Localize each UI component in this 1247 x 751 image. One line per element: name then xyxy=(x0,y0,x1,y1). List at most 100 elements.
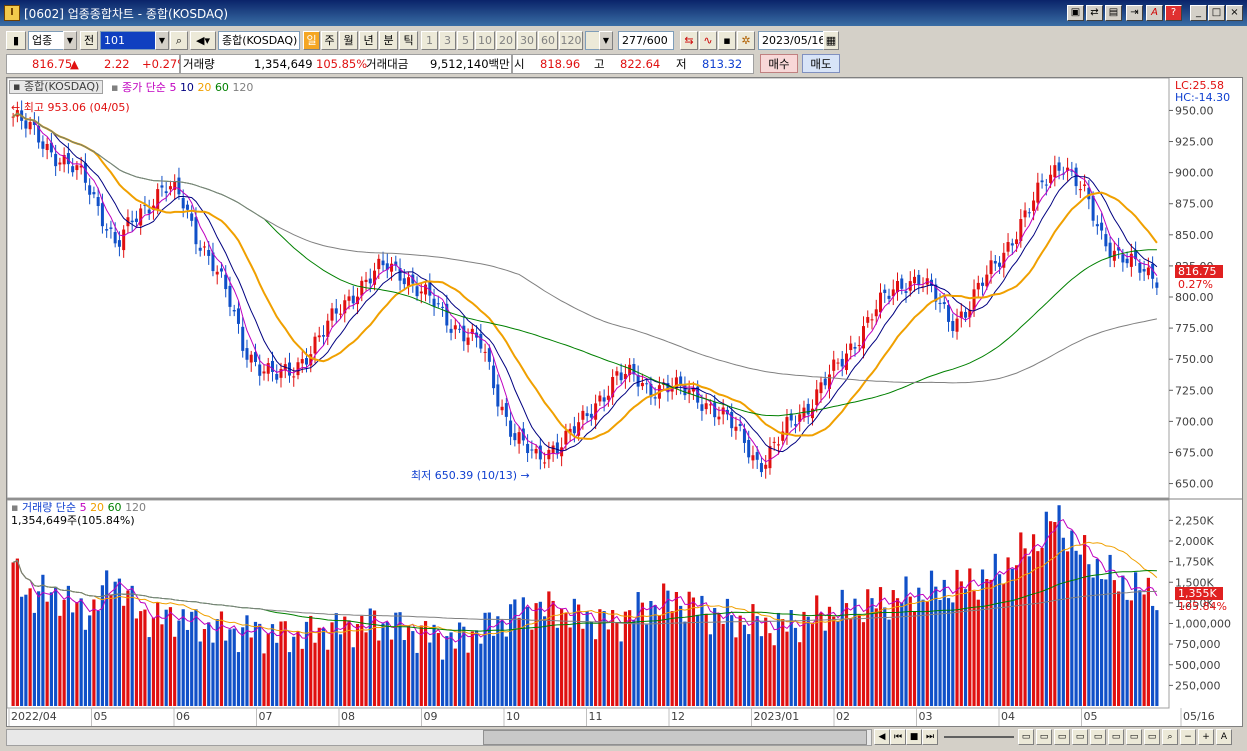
view4-icon[interactable]: ▭ xyxy=(1072,729,1088,745)
period-year[interactable]: 년 xyxy=(359,31,378,50)
speaker-icon[interactable]: ◀▾ xyxy=(190,31,216,50)
period-tick[interactable]: 틱 xyxy=(399,31,418,50)
view1-icon[interactable]: ▭ xyxy=(1018,729,1034,745)
link-icon[interactable]: ▣ xyxy=(1067,5,1084,21)
index-name-field: 종합(KOSDAQ) xyxy=(218,31,300,50)
category-select[interactable]: 업종 xyxy=(28,31,66,50)
price-legend-name[interactable]: ▪ 종합(KOSDAQ) xyxy=(9,80,104,94)
maximize-button[interactable]: □ xyxy=(1208,5,1225,21)
help-icon[interactable]: ? xyxy=(1165,5,1182,21)
candle-body xyxy=(309,354,313,366)
interval-5[interactable]: 5 xyxy=(457,31,474,50)
volume-bar xyxy=(402,640,406,706)
interval-20[interactable]: 20 xyxy=(496,31,516,50)
candle-body xyxy=(734,426,738,431)
market-button[interactable]: 전 xyxy=(80,31,98,50)
volume-bar xyxy=(449,632,453,706)
candle-body xyxy=(517,432,521,444)
layout-icon[interactable]: ▤ xyxy=(1105,5,1122,21)
volume-bar xyxy=(45,601,49,706)
volume-bar xyxy=(730,615,734,706)
sync-icon[interactable]: ⇄ xyxy=(1086,5,1103,21)
volume-bar xyxy=(1023,548,1027,706)
volume-bar xyxy=(938,599,942,706)
stop-button[interactable]: ■ xyxy=(906,729,922,745)
interval-3[interactable]: 3 xyxy=(439,31,456,50)
volume-bar xyxy=(857,614,861,706)
date-input[interactable]: 2023/05/16 xyxy=(758,31,824,50)
volume-bar xyxy=(870,598,874,706)
code-dropdown-icon[interactable]: ▼ xyxy=(155,31,169,50)
candle-body xyxy=(721,407,725,415)
period-week[interactable]: 주 xyxy=(321,31,338,50)
auto-scale-button[interactable]: A xyxy=(1216,729,1232,745)
scroll-thumb[interactable] xyxy=(483,730,867,745)
volume-bar xyxy=(181,609,185,706)
count-input[interactable]: 277/600 xyxy=(618,31,674,50)
view5-icon[interactable]: ▭ xyxy=(1090,729,1106,745)
interval-30[interactable]: 30 xyxy=(517,31,537,50)
pin-icon[interactable]: ⇥ xyxy=(1126,5,1143,21)
code-input[interactable]: 101 xyxy=(100,31,158,50)
volume-bar xyxy=(1112,580,1116,706)
candle-body xyxy=(959,311,963,319)
indicator-icon[interactable]: ∿ xyxy=(699,31,717,50)
calendar-icon[interactable]: ▦ xyxy=(823,31,839,50)
volume-bar xyxy=(674,592,679,706)
candle-body xyxy=(492,365,496,389)
sell-button[interactable]: 매도 xyxy=(802,54,840,73)
y-tick-label: 700.00 xyxy=(1175,415,1214,428)
close-button[interactable]: × xyxy=(1226,5,1243,21)
volume-bar xyxy=(747,634,751,706)
chart-canvas[interactable]: 950.00925.00900.00875.00850.00825.00800.… xyxy=(7,78,1242,726)
view8-icon[interactable]: ▭ xyxy=(1144,729,1160,745)
settings-icon[interactable]: ✲ xyxy=(737,31,755,50)
view2-icon[interactable]: ▭ xyxy=(1036,729,1052,745)
interval-dropdown-icon[interactable]: ▼ xyxy=(599,31,613,50)
volume-bar xyxy=(534,603,538,706)
chart-type-icon[interactable]: ▮ xyxy=(6,31,26,50)
volume-bar xyxy=(211,642,215,706)
price-ma-legend[interactable]: ▪ 종가 단순 5 10 20 60 120 xyxy=(111,81,253,94)
interval-60[interactable]: 60 xyxy=(538,31,558,50)
first-page-button[interactable]: ⏮ xyxy=(890,729,906,745)
period-minute[interactable]: 분 xyxy=(379,31,398,50)
zoom-in-button[interactable]: + xyxy=(1198,729,1214,745)
candle-body xyxy=(1100,222,1104,231)
view3-icon[interactable]: ▭ xyxy=(1054,729,1070,745)
minimize-button[interactable]: _ xyxy=(1190,5,1207,21)
zoom-out-button[interactable]: − xyxy=(1180,729,1196,745)
view7-icon[interactable]: ▭ xyxy=(1126,729,1142,745)
candle-body xyxy=(1066,167,1070,171)
view6-icon[interactable]: ▭ xyxy=(1108,729,1124,745)
candle-body xyxy=(913,276,917,284)
volume-ma-legend[interactable]: ▪ 거래량 단순 5 20 60 120 xyxy=(11,501,146,514)
period-day[interactable]: 일 xyxy=(303,31,320,50)
save-icon[interactable]: ▪ xyxy=(718,31,736,50)
interval-120[interactable]: 120 xyxy=(559,31,583,50)
font-icon[interactable]: A xyxy=(1146,5,1163,21)
interval-1[interactable]: 1 xyxy=(421,31,438,50)
chart-area[interactable]: 950.00925.00900.00875.00850.00825.00800.… xyxy=(6,77,1243,727)
interval-10[interactable]: 10 xyxy=(475,31,495,50)
candle-body xyxy=(853,347,857,349)
search-icon[interactable]: ⌕ xyxy=(170,31,188,50)
scroll-left-button[interactable]: ◀ xyxy=(874,729,890,745)
volume-bar xyxy=(985,579,989,706)
volume-bar xyxy=(1138,590,1142,706)
volume-bar xyxy=(300,648,304,706)
period-month[interactable]: 월 xyxy=(339,31,358,50)
vol-label: 거래량 단순 xyxy=(21,501,77,514)
volume-bar xyxy=(419,625,423,706)
candle-body xyxy=(628,364,632,375)
candle-body xyxy=(185,204,189,210)
zoom-slider[interactable] xyxy=(944,736,1014,738)
category-dropdown-icon[interactable]: ▼ xyxy=(63,31,77,50)
compare-icon[interactable]: ⇆ xyxy=(680,31,698,50)
buy-button[interactable]: 매수 xyxy=(760,54,798,73)
horizontal-scrollbar[interactable] xyxy=(6,729,872,746)
last-page-button[interactable]: ⏭ xyxy=(922,729,938,745)
magnifier-icon[interactable]: ⌕ xyxy=(1162,729,1178,745)
price-bar: 816.75 ▲ 2.22 +0.27% 거래량 1,354,649 105.8… xyxy=(0,54,1247,74)
volume-bar xyxy=(88,615,92,706)
